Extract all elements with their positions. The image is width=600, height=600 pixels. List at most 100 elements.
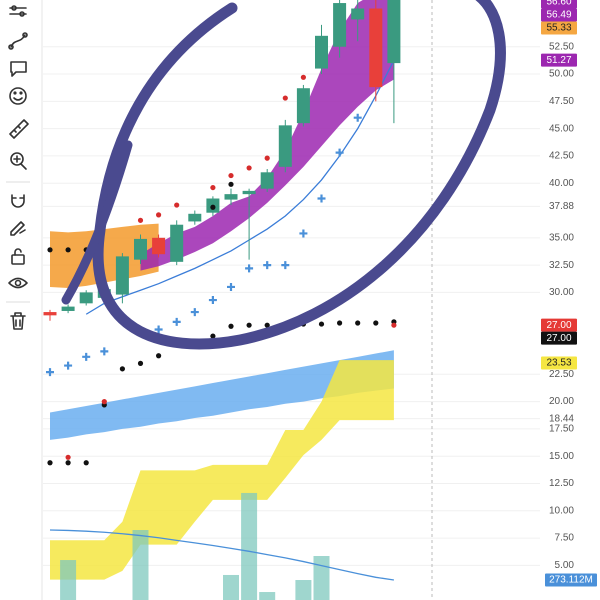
cross-marker xyxy=(190,308,199,317)
price-tag-label: 27.00 xyxy=(546,320,571,331)
y-tick-label: 50.00 xyxy=(549,69,574,80)
price-tag-label: 51.27 xyxy=(546,55,571,66)
tool-icon[interactable] xyxy=(11,194,25,208)
tool-icon[interactable] xyxy=(10,152,27,170)
tool-icon[interactable] xyxy=(9,119,29,139)
volume-tag xyxy=(545,573,597,587)
candle-body xyxy=(152,237,166,255)
dot-marker xyxy=(318,321,325,327)
tool-icon[interactable] xyxy=(8,32,28,50)
cross-marker xyxy=(263,261,272,270)
cross-marker xyxy=(353,113,362,122)
y-tick-label: 40.00 xyxy=(549,178,574,189)
volume-bar xyxy=(132,530,149,600)
y-tick-label: 45.00 xyxy=(549,123,574,134)
candle-body xyxy=(351,8,365,20)
cross-marker xyxy=(46,368,54,377)
candle-body xyxy=(61,306,75,311)
price-tag-label: 56.60 xyxy=(546,0,571,8)
candle-body xyxy=(296,88,310,124)
price-tag xyxy=(541,53,577,67)
tool-icon[interactable] xyxy=(9,87,27,105)
dot-marker xyxy=(355,320,361,326)
candle-body xyxy=(115,256,129,295)
band-area xyxy=(140,0,394,271)
dot-marker xyxy=(210,184,216,191)
dot-marker xyxy=(246,322,252,328)
candle-body xyxy=(333,3,347,47)
dot-marker xyxy=(137,360,144,366)
volume-bar xyxy=(223,574,239,600)
candle-body xyxy=(43,312,57,316)
dot-marker xyxy=(137,217,144,223)
dot-marker xyxy=(47,460,53,466)
candle-body xyxy=(134,238,147,260)
price-tag xyxy=(541,318,577,332)
dot-marker xyxy=(47,247,53,253)
dot-marker xyxy=(83,460,89,466)
price-tag-label: 23.53 xyxy=(546,358,571,369)
dot-marker xyxy=(156,353,162,359)
dot-marker xyxy=(282,95,288,101)
tool-icon[interactable] xyxy=(11,248,25,265)
y-tick-label: 10.00 xyxy=(549,505,574,516)
y-tick-label: 37.88 xyxy=(549,201,574,212)
hand-drawn-stroke xyxy=(61,140,133,305)
dot-marker xyxy=(337,320,343,326)
volume-bar xyxy=(295,580,312,600)
y-tick-label: 42.50 xyxy=(549,151,574,162)
tool-icon[interactable] xyxy=(9,5,27,17)
toolbar xyxy=(6,5,30,330)
cross-marker xyxy=(281,261,290,270)
dot-marker xyxy=(264,322,270,328)
dot-marker xyxy=(65,460,71,466)
price-tag xyxy=(541,356,577,370)
cross-marker xyxy=(245,264,254,273)
cross-marker xyxy=(299,229,308,238)
candle-body xyxy=(387,0,401,64)
dot-marker xyxy=(264,155,270,161)
band-area xyxy=(50,360,394,580)
price-tag-label: 27.00 xyxy=(546,333,571,344)
dot-marker xyxy=(210,204,216,210)
dot-marker xyxy=(373,320,379,326)
tool-icon[interactable] xyxy=(10,221,26,236)
price-tag xyxy=(541,0,577,9)
dot-marker xyxy=(228,323,234,329)
cross-marker xyxy=(335,148,344,157)
y-tick-label: 52.50 xyxy=(549,41,574,52)
y-tick-label: 35.00 xyxy=(549,232,574,243)
tool-icon[interactable] xyxy=(10,61,27,77)
volume-bar xyxy=(259,592,276,600)
dot-marker xyxy=(156,212,162,218)
volume-bar xyxy=(60,560,77,600)
hand-drawn-ellipse xyxy=(92,0,506,350)
tool-icon[interactable] xyxy=(10,312,26,330)
y-tick-label: 17.50 xyxy=(549,424,574,435)
cross-marker xyxy=(227,282,235,291)
cross-marker xyxy=(82,352,91,361)
cross-marker xyxy=(154,325,163,334)
dot-marker xyxy=(300,74,306,80)
candle-body xyxy=(260,172,274,189)
candle-body xyxy=(188,213,202,222)
y-tick-label: 30.00 xyxy=(549,287,574,298)
y-tick-label: 47.50 xyxy=(549,96,574,107)
volume-tag-label: 273.112M xyxy=(549,575,593,586)
y-tick-label: 18.44 xyxy=(549,413,574,424)
y-tick-label: 12.50 xyxy=(549,478,574,489)
y-tick-label: 5.00 xyxy=(555,560,575,571)
volume-ma-line xyxy=(49,529,394,581)
candle-body xyxy=(224,194,238,200)
tool-icon[interactable] xyxy=(8,277,28,289)
cross-marker xyxy=(100,347,109,356)
cross-marker xyxy=(317,194,326,203)
dot-marker xyxy=(391,322,397,328)
y-tick-label: 22.50 xyxy=(549,369,574,380)
volume-bar xyxy=(241,492,258,600)
candle-body xyxy=(315,35,328,69)
candle-body xyxy=(79,292,93,304)
candle-body xyxy=(170,224,184,262)
dot-marker xyxy=(65,247,71,253)
